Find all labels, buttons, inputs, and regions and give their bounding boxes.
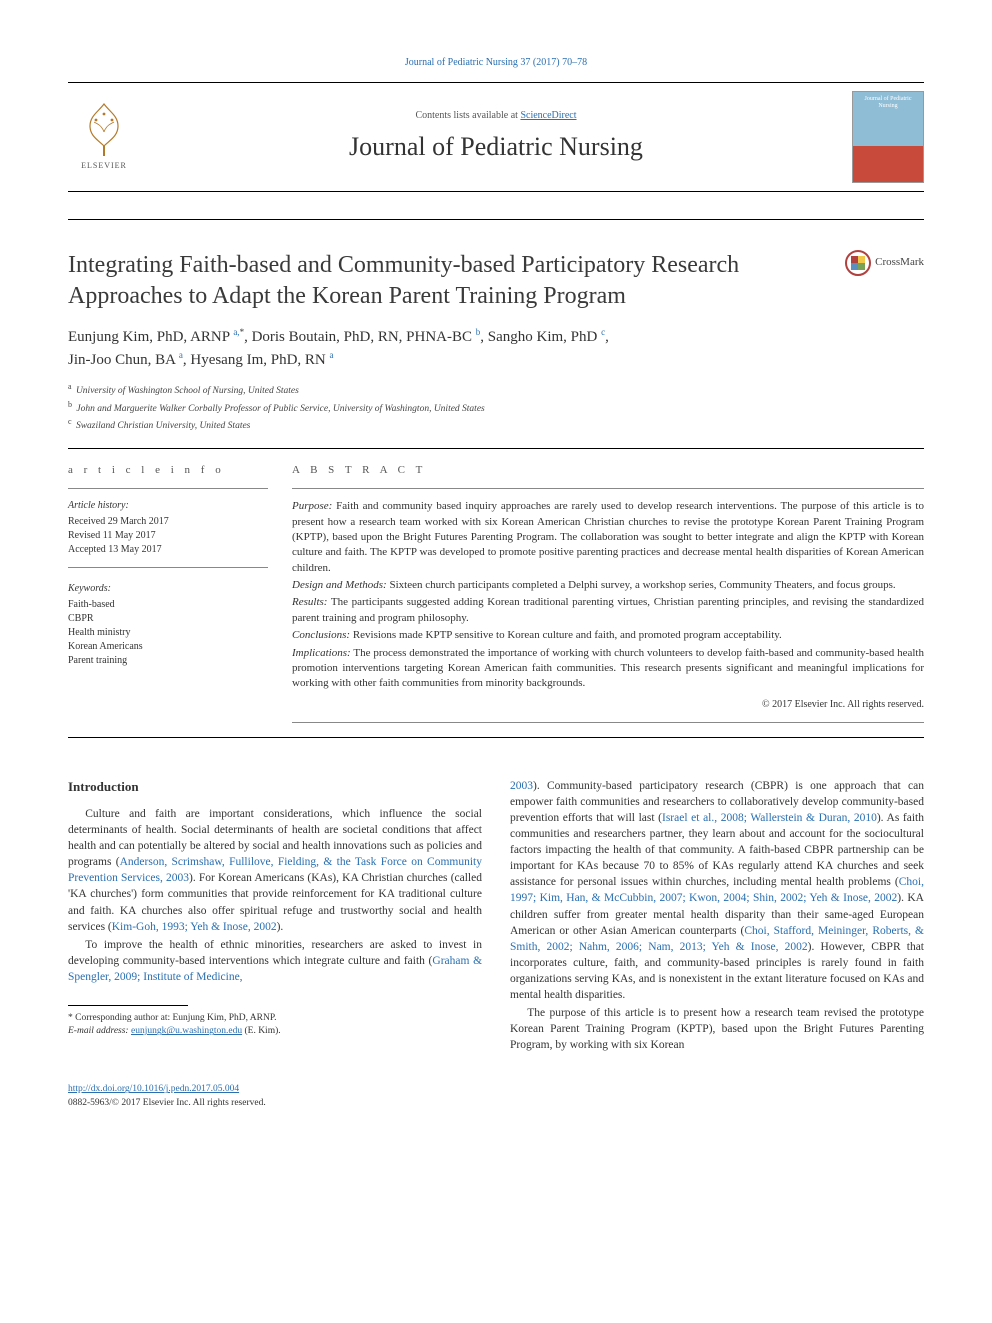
- abstract-purpose: Purpose: Faith and community based inqui…: [292, 499, 924, 576]
- keyword-4: Parent training: [68, 654, 268, 668]
- author-sep3: ,: [605, 329, 609, 345]
- footnotes-block: * Corresponding author at: Eunjung Kim, …: [68, 1012, 482, 1039]
- crossmark-badge[interactable]: CrossMark: [845, 250, 924, 276]
- author-2: , Doris Boutain, PhD, RN, PHNA-BC: [244, 329, 476, 345]
- masthead-bottom-rule: [68, 192, 924, 220]
- journal-citation-top[interactable]: Journal of Pediatric Nursing 37 (2017) 7…: [68, 56, 924, 70]
- history-accepted: Accepted 13 May 2017: [68, 543, 268, 557]
- contents-line: Contents lists available at ScienceDirec…: [140, 109, 852, 123]
- article-info-sidebar: a r t i c l e i n f o Article history: R…: [68, 463, 268, 723]
- keyword-0: Faith-based: [68, 598, 268, 612]
- history-label: Article history:: [68, 499, 268, 513]
- masthead: ELSEVIER Contents lists available at Sci…: [68, 82, 924, 192]
- keyword-3: Korean Americans: [68, 640, 268, 654]
- footnote-email: E-mail address: eunjungk@u.washington.ed…: [68, 1025, 482, 1038]
- abstract-copyright: © 2017 Elsevier Inc. All rights reserved…: [292, 698, 924, 712]
- post-abstract-rule: [68, 737, 924, 738]
- ref-kimgoh-1993[interactable]: Kim-Goh, 1993; Yeh & Inose, 2002: [112, 921, 277, 933]
- elsevier-wordmark: ELSEVIER: [81, 160, 127, 171]
- abstract-conclusions: Conclusions: Revisions made KPTP sensiti…: [292, 628, 924, 643]
- abstract-block: A B S T R A C T Purpose: Faith and commu…: [292, 463, 924, 723]
- abstract-implications: Implications: The process demonstrated t…: [292, 646, 924, 692]
- history-received: Received 29 March 2017: [68, 515, 268, 529]
- keyword-1: CBPR: [68, 612, 268, 626]
- contents-prefix: Contents lists available at: [415, 110, 520, 121]
- author-5: , Hyesang Im, PhD, RN: [183, 352, 330, 368]
- footnote-corresponding: * Corresponding author at: Eunjung Kim, …: [68, 1012, 482, 1025]
- sciencedirect-link[interactable]: ScienceDirect: [520, 110, 576, 121]
- ref-israel-2008[interactable]: Israel et al., 2008; Wallerstein & Duran…: [662, 812, 877, 824]
- intro-p3: The purpose of this article is to presen…: [510, 1005, 924, 1053]
- article-title: Integrating Faith-based and Community-ba…: [68, 250, 845, 312]
- crossmark-icon: [845, 250, 871, 276]
- history-revised: Revised 11 May 2017: [68, 529, 268, 543]
- intro-heading: Introduction: [68, 778, 482, 796]
- issn-copyright: 0882-5963/© 2017 Elsevier Inc. All right…: [68, 1097, 924, 1110]
- journal-name: Journal of Pediatric Nursing: [140, 129, 852, 165]
- author-3: , Sangho Kim, PhD: [480, 329, 601, 345]
- article-info-top-rule: [68, 488, 268, 489]
- abstract-design: Design and Methods: Sixteen church parti…: [292, 578, 924, 593]
- keywords-label: Keywords:: [68, 582, 268, 596]
- affiliations-block: a University of Washington School of Nur…: [68, 381, 924, 433]
- crossmark-label: CrossMark: [875, 255, 924, 270]
- affiliation-a: a University of Washington School of Nur…: [68, 381, 924, 398]
- author-4: Jin-Joo Chun, BA: [68, 352, 179, 368]
- elsevier-logo: ELSEVIER: [68, 97, 140, 177]
- pre-abstract-rule: [68, 448, 924, 449]
- intro-p2-cont: 2003). Community-based participatory res…: [510, 778, 924, 1003]
- footnote-separator: [68, 1005, 188, 1006]
- bottom-info: http://dx.doi.org/10.1016/j.pedn.2017.05…: [68, 1083, 924, 1110]
- affiliation-c: c Swaziland Christian University, United…: [68, 416, 924, 433]
- author-1: Eunjung Kim, PhD, ARNP: [68, 329, 233, 345]
- journal-cover-thumb: Journal of Pediatric Nursing: [852, 91, 924, 183]
- authors-block: Eunjung Kim, PhD, ARNP a,*, Doris Boutai…: [68, 326, 924, 371]
- abstract-heading: A B S T R A C T: [292, 463, 924, 478]
- intro-p1: Culture and faith are important consider…: [68, 806, 482, 935]
- doi-link[interactable]: http://dx.doi.org/10.1016/j.pedn.2017.05…: [68, 1084, 239, 1094]
- body-text: Introduction Culture and faith are impor…: [68, 778, 924, 1054]
- author-5-aff[interactable]: a: [330, 350, 334, 360]
- cover-thumb-title: Journal of Pediatric Nursing: [857, 96, 919, 109]
- ref-iom-2003[interactable]: 2003: [510, 780, 533, 792]
- affiliation-b: b John and Marguerite Walker Corbally Pr…: [68, 399, 924, 416]
- corresponding-email-link[interactable]: eunjungk@u.washington.edu: [131, 1026, 242, 1036]
- article-info-heading: a r t i c l e i n f o: [68, 463, 268, 478]
- abstract-results: Results: The participants suggested addi…: [292, 595, 924, 626]
- intro-p2: To improve the health of ethnic minoriti…: [68, 937, 482, 985]
- keyword-2: Health ministry: [68, 626, 268, 640]
- elsevier-tree-icon: [80, 102, 128, 158]
